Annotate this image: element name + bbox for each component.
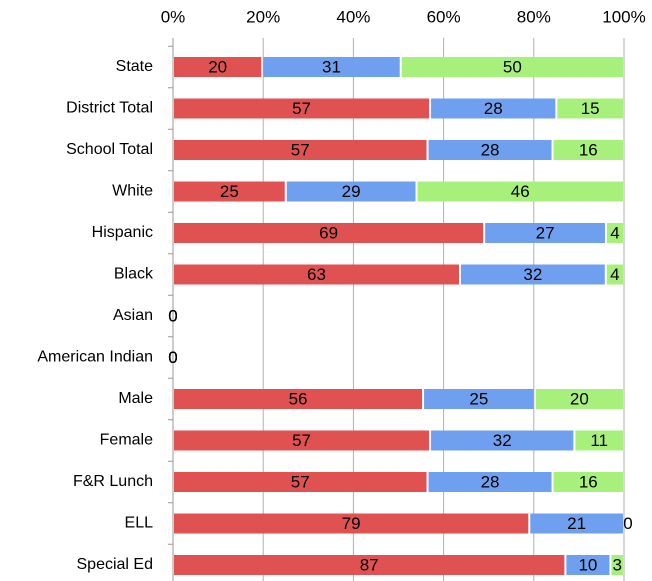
bar-segment (174, 98, 430, 119)
data-label: 10 (578, 555, 597, 574)
bar-segment (428, 140, 552, 160)
y-tick-label: State (116, 58, 153, 75)
data-label: 16 (579, 472, 598, 491)
y-tick-label: Asian (113, 307, 153, 324)
bar-segment (557, 98, 623, 119)
data-label: 87 (360, 555, 379, 574)
y-tick-label: White (112, 183, 153, 200)
data-label: 4 (610, 265, 619, 284)
bar-segment (553, 472, 623, 492)
bar-segment (553, 140, 623, 160)
data-label: 50 (503, 57, 522, 76)
bar-segment (174, 140, 427, 160)
data-label: 28 (481, 472, 500, 491)
bar-segment (401, 57, 623, 77)
data-label: 28 (481, 140, 500, 159)
data-label: 0 (168, 348, 177, 367)
bar-segment (461, 264, 605, 285)
data-label: 27 (536, 223, 555, 242)
data-label: 57 (292, 431, 311, 450)
bar-segment (174, 430, 430, 451)
data-label: 79 (342, 514, 361, 533)
bar-segment (431, 430, 574, 451)
data-label: 20 (570, 389, 589, 408)
y-tick-label: Hispanic (92, 224, 153, 241)
data-label: 32 (493, 431, 512, 450)
data-label: 57 (291, 140, 310, 159)
data-label: 57 (292, 99, 311, 118)
bar-segment (417, 181, 623, 202)
bar-segment (575, 430, 623, 451)
y-tick-label: Black (114, 266, 154, 283)
bar-segment (428, 472, 552, 492)
bar-segment (263, 57, 400, 77)
bar-segment (606, 264, 623, 285)
x-tick-label: 20% (246, 7, 280, 26)
data-label: 11 (590, 431, 608, 450)
x-tick-label: 40% (336, 7, 370, 26)
bar-segment (174, 513, 529, 534)
y-tick-label: District Total (66, 100, 153, 117)
bar-segment (611, 555, 623, 575)
data-label: 57 (291, 472, 310, 491)
data-label: 0 (168, 348, 177, 367)
data-label: 3 (613, 555, 622, 574)
data-label: 4 (610, 223, 619, 242)
data-label: 25 (220, 182, 239, 201)
x-tick-label: 60% (427, 7, 461, 26)
data-label: 63 (307, 265, 326, 284)
bar-segment (424, 389, 534, 409)
data-label: 0 (168, 306, 177, 325)
data-label: 46 (511, 182, 530, 201)
bar-segment (174, 555, 565, 575)
bar-segment (174, 264, 459, 285)
data-label: 0 (168, 306, 177, 325)
y-tick-label: Female (100, 432, 153, 449)
data-label: 0 (168, 306, 177, 325)
data-label: 16 (579, 140, 598, 159)
bar-segment (530, 513, 623, 534)
y-tick-label: School Total (66, 141, 153, 158)
data-label: 69 (319, 223, 338, 242)
bar-segment (286, 181, 416, 202)
y-tick-label: American Indian (37, 349, 153, 366)
data-label: 32 (523, 265, 542, 284)
bar-segment (485, 223, 605, 243)
data-label: 56 (289, 389, 308, 408)
data-label: 0 (623, 514, 632, 533)
data-label: 31 (322, 57, 341, 76)
y-tick-label: F&R Lunch (73, 473, 153, 490)
data-label: 15 (581, 99, 600, 118)
bar-segment (431, 98, 556, 119)
data-label: 0 (168, 348, 177, 367)
bar-segment (174, 223, 484, 243)
bar-segment (174, 57, 262, 77)
bar-segment (566, 555, 610, 575)
y-tick-label: Male (118, 390, 153, 407)
data-label: 20 (208, 57, 227, 76)
y-tick-label: ELL (125, 515, 154, 532)
data-label: 28 (484, 99, 503, 118)
data-label: 21 (567, 514, 586, 533)
x-tick-label: 80% (517, 7, 551, 26)
bar-segment (606, 223, 623, 243)
y-tick-label: Special Ed (77, 556, 154, 573)
bar-segment (535, 389, 623, 409)
x-tick-label: 100% (602, 7, 645, 26)
bar-segment (174, 181, 285, 202)
x-tick-label: 0% (161, 7, 186, 26)
data-label: 25 (469, 389, 488, 408)
bar-segment (174, 472, 427, 492)
bar-segment (174, 389, 423, 409)
data-label: 29 (342, 182, 361, 201)
